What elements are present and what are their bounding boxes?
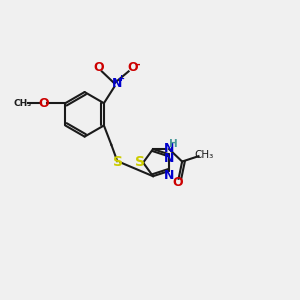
Text: N: N — [112, 77, 122, 90]
Text: CH₃: CH₃ — [194, 150, 213, 160]
Text: O: O — [94, 61, 104, 74]
Text: O: O — [128, 61, 138, 74]
Text: +: + — [117, 74, 124, 83]
Text: -: - — [136, 59, 140, 70]
Text: N: N — [164, 142, 174, 155]
Text: H: H — [169, 139, 177, 149]
Text: S: S — [113, 155, 123, 169]
Text: O: O — [39, 97, 49, 110]
Text: O: O — [173, 176, 183, 189]
Text: S: S — [135, 155, 145, 169]
Text: CH₃: CH₃ — [13, 99, 31, 108]
Text: N: N — [164, 169, 175, 182]
Text: N: N — [164, 152, 175, 165]
